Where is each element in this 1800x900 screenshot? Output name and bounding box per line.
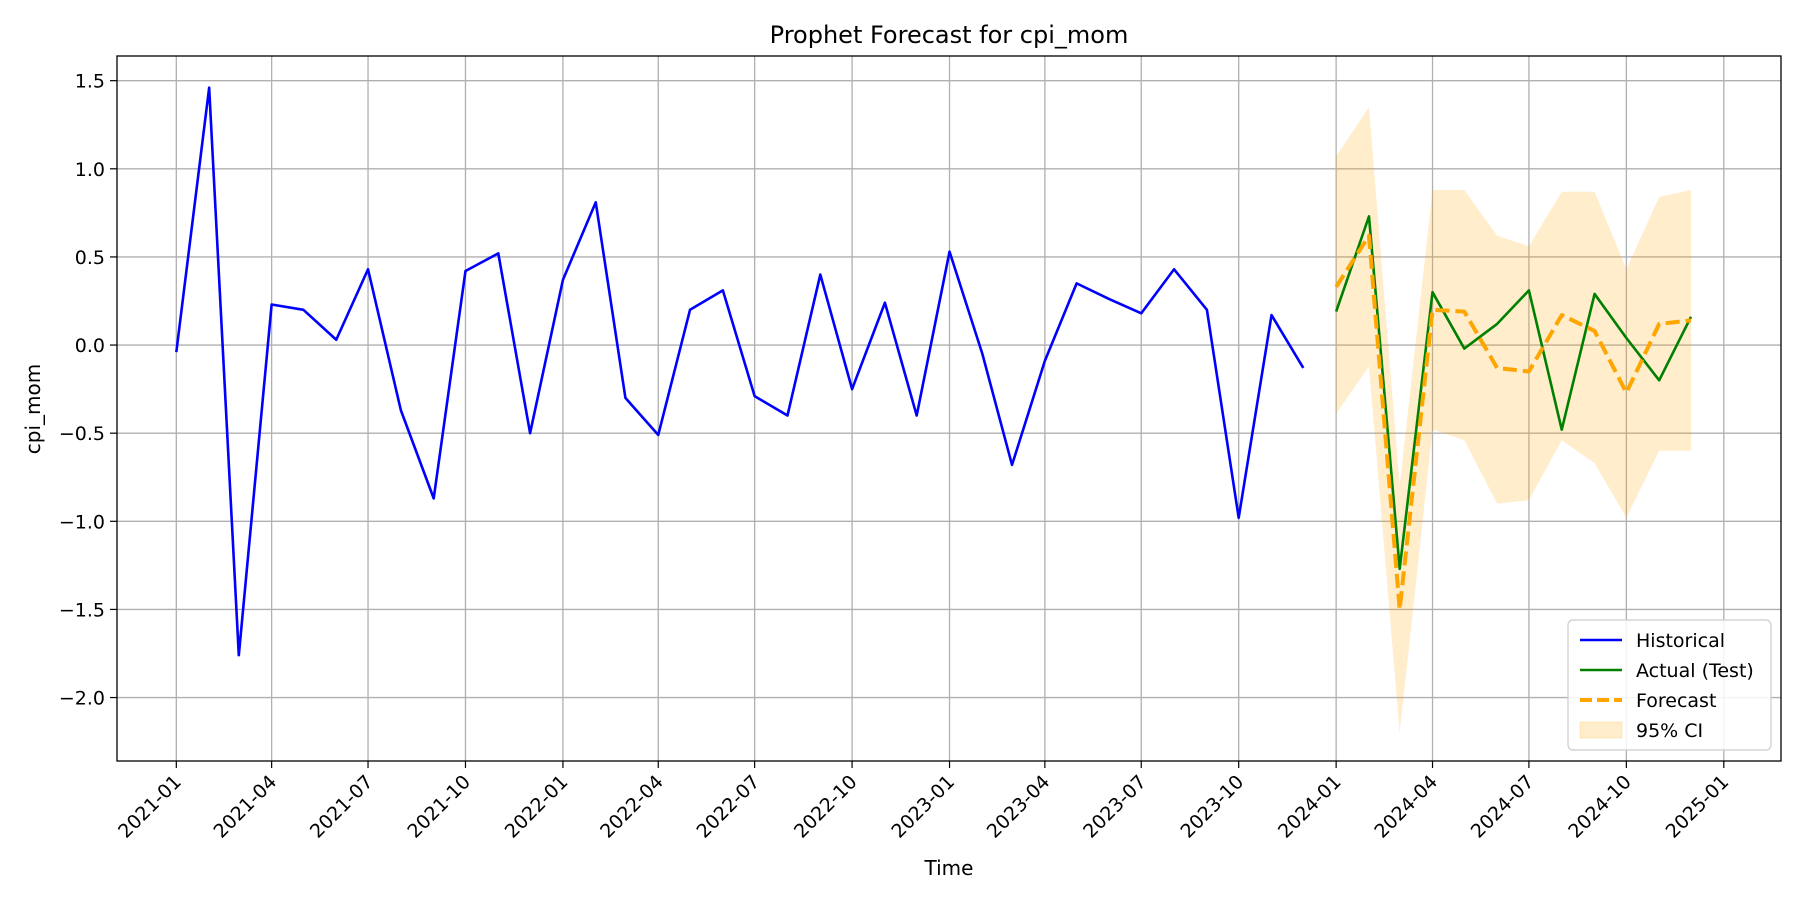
legend-label: Forecast <box>1636 690 1716 712</box>
series-line-historical <box>175 86 1305 657</box>
legend-box <box>1567 619 1772 751</box>
x-tick-label: 2024-01 <box>1274 771 1346 843</box>
x-tick-label: 2024-04 <box>1370 771 1442 843</box>
y-tick-label: −0.5 <box>59 423 105 445</box>
y-axis: 1.5 1.0 0.5 0.0 −0.5 −1.0 −1.5 −2.0 <box>59 71 117 710</box>
legend-swatch <box>1579 721 1623 739</box>
legend-label: 95% CI <box>1636 720 1703 742</box>
legend-label: Historical <box>1636 630 1725 652</box>
grid <box>117 56 1781 761</box>
legend-label: Actual (Test) <box>1636 660 1754 682</box>
y-tick-label: 0.0 <box>75 335 105 357</box>
series-line-actual-test <box>1334 215 1693 571</box>
x-tick-label: 2022-01 <box>501 771 573 843</box>
x-tick-label: 2021-07 <box>306 771 378 843</box>
chart-title: Prophet Forecast for cpi_mom <box>770 21 1129 49</box>
x-tick-label: 2021-04 <box>209 771 281 843</box>
x-tick-label: 2023-01 <box>887 771 959 843</box>
x-axis: 2021-01 2021-04 2021-07 2021-10 2022-01 2022-… <box>114 761 1733 843</box>
x-tick-label: 2023-07 <box>1079 771 1151 843</box>
confidence-band <box>1336 107 1691 733</box>
y-tick-label: 0.5 <box>75 247 105 269</box>
y-tick-label: 1.5 <box>75 71 105 93</box>
x-tick-label: 2025-01 <box>1662 771 1734 843</box>
x-tick-label: 2022-07 <box>692 771 764 843</box>
x-tick-label: 2022-04 <box>596 771 668 843</box>
y-axis-label: cpi_mom <box>21 364 45 454</box>
confidence-band-layer <box>1336 107 1691 733</box>
y-tick-label: 1.0 <box>75 159 105 181</box>
series-lines-layer <box>175 86 1693 657</box>
x-tick-label: 2023-04 <box>983 771 1055 843</box>
x-tick-label: 2021-01 <box>114 771 186 843</box>
legend: Historical Actual (Test) Forecast 95% CI <box>1567 619 1772 751</box>
y-tick-label: −2.0 <box>59 688 105 710</box>
y-tick-label: −1.5 <box>59 599 105 621</box>
x-tick-label: 2022-10 <box>790 771 862 843</box>
x-axis-label: Time <box>924 856 974 880</box>
x-tick-label: 2023-10 <box>1177 771 1249 843</box>
x-tick-label: 2024-07 <box>1467 771 1539 843</box>
y-tick-label: −1.0 <box>59 511 105 533</box>
series-line-forecast <box>1334 233 1692 612</box>
x-tick-label: 2024-10 <box>1564 771 1636 843</box>
x-tick-label: 2021-10 <box>403 771 475 843</box>
